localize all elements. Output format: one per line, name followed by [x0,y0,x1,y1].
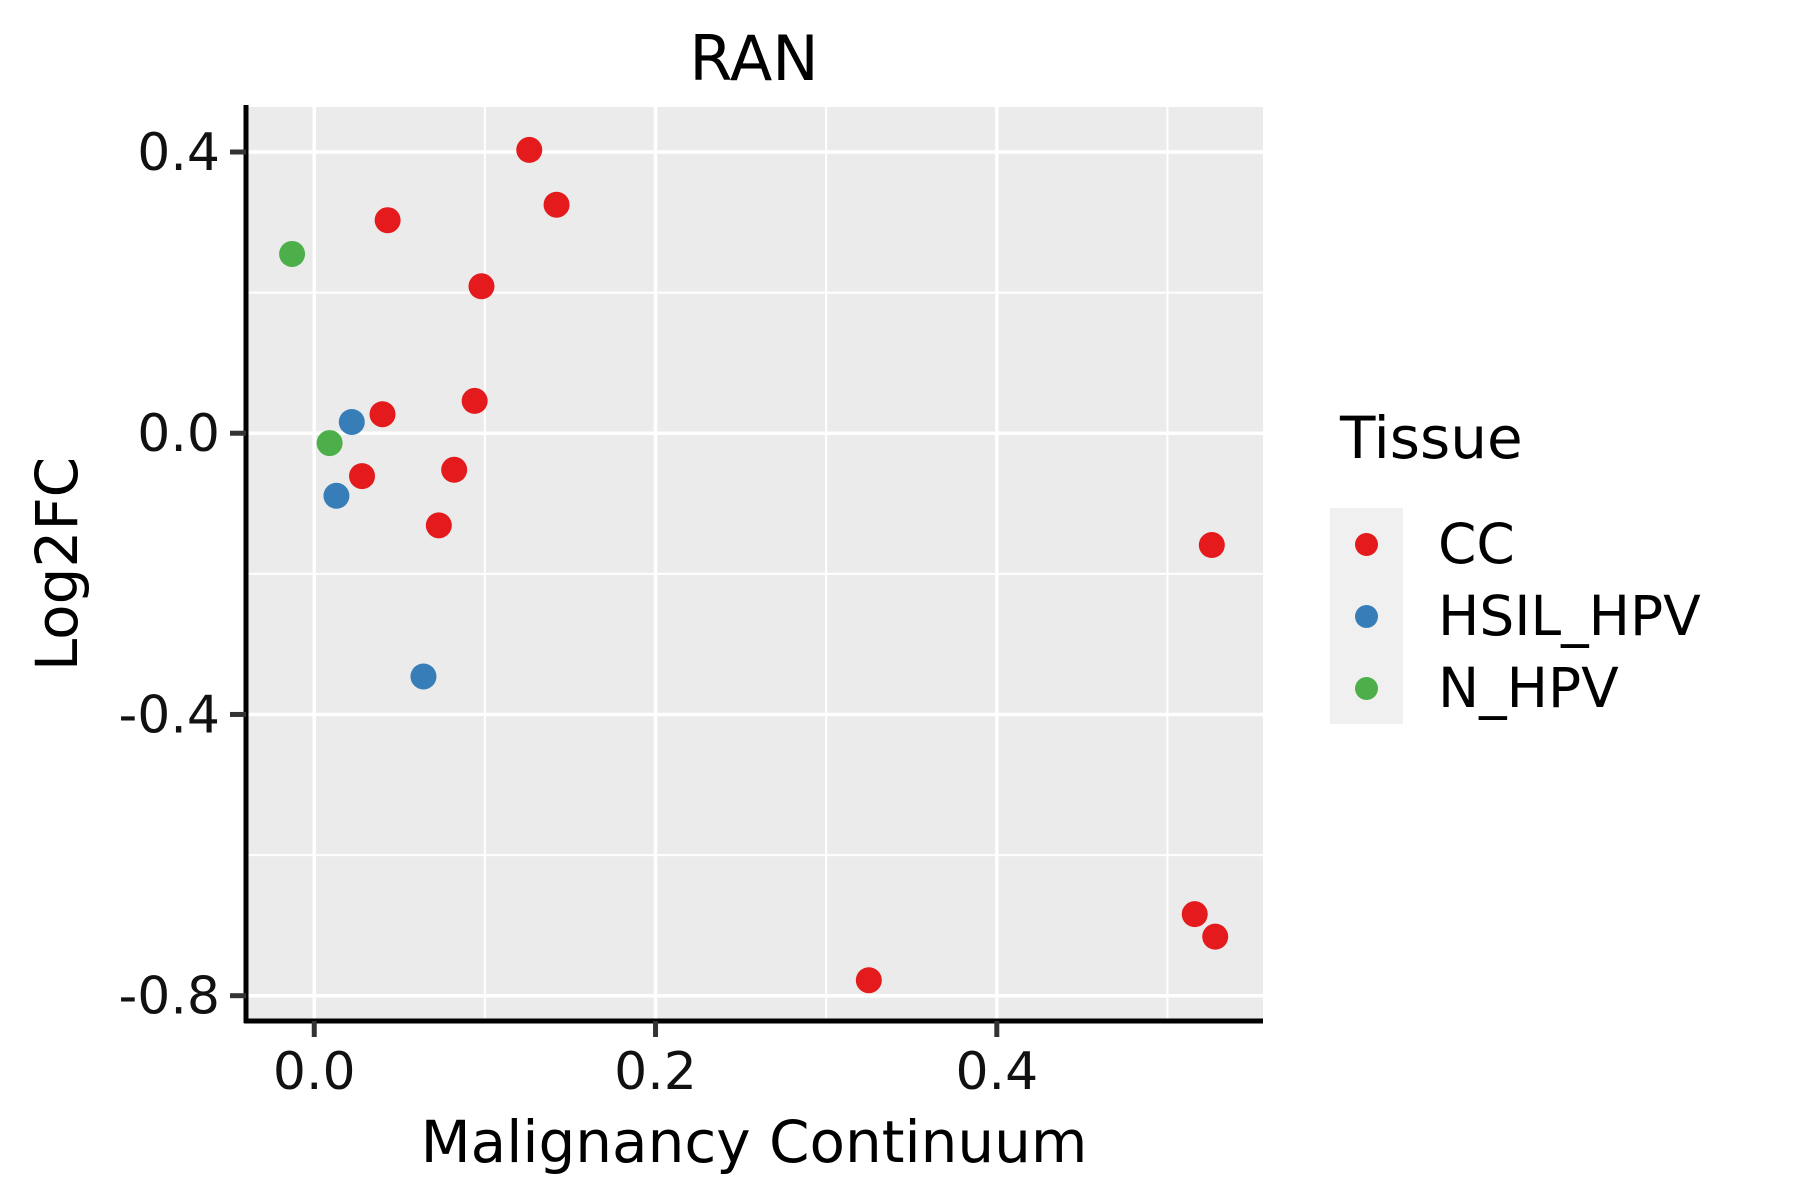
legend-key-box [1330,580,1403,652]
legend-key-box [1330,652,1403,724]
legend: Tissue CC HSIL_HPV N_HPV [1330,404,1800,724]
data-point-cc [369,401,396,428]
data-point-cc [1181,901,1208,928]
data-point-cc [374,207,401,234]
y-tick-label: 0.0 [137,404,220,464]
x-tick-label: 0.0 [273,1042,356,1102]
legend-item-n-hpv: N_HPV [1330,652,1800,724]
data-point-cc [349,463,376,490]
plot-title: RAN [689,22,819,95]
data-point-hsil_hpv [323,482,350,509]
data-point-cc [461,387,488,414]
legend-item-cc: CC [1330,508,1800,580]
data-point-hsil_hpv [410,663,437,690]
legend-dot-n-hpv-icon [1355,676,1378,700]
legend-dot-hsil-hpv-icon [1355,604,1378,628]
legend-title: Tissue [1340,404,1523,472]
legend-item-hsil-hpv: HSIL_HPV [1330,580,1800,652]
data-point-n_hpv [279,240,306,267]
legend-key-box [1330,508,1403,580]
data-point-n_hpv [316,430,343,457]
y-tick-label: -0.4 [119,685,220,745]
legend-item-label: N_HPV [1438,656,1619,720]
data-point-cc [543,191,570,218]
legend-item-label: HSIL_HPV [1438,584,1701,648]
panel-background [246,107,1263,1021]
data-point-cc [468,273,495,300]
data-point-hsil_hpv [338,408,365,435]
x-tick-label: 0.4 [955,1042,1038,1102]
data-point-cc [855,967,882,994]
y-axis-title: Log2FC [23,456,91,672]
y-tick-label: -0.8 [119,967,220,1027]
x-axis-title: Malignancy Continuum [420,1108,1088,1176]
data-point-cc [1202,923,1229,950]
x-tick-label: 0.2 [614,1042,697,1102]
data-point-cc [1198,532,1225,559]
data-point-cc [425,512,452,539]
data-point-cc [441,456,468,483]
legend-dot-cc-icon [1355,532,1378,556]
legend-item-label: CC [1438,512,1515,576]
y-tick-label: 0.4 [137,123,220,183]
data-point-cc [516,136,543,163]
